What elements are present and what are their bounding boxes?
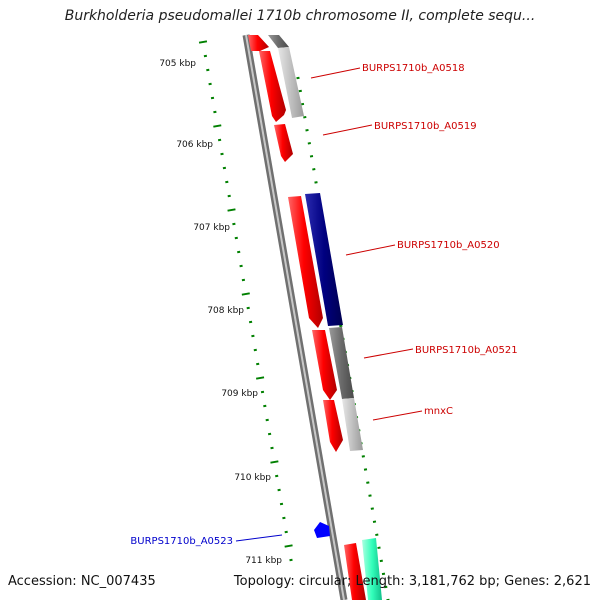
minor-tick — [289, 558, 293, 562]
major-tick — [255, 376, 265, 380]
major-tick — [213, 124, 222, 128]
minor-tick — [377, 546, 381, 550]
callout-lines — [310, 67, 423, 421]
gene-label[interactable]: BURPS1710b_A0521 — [415, 345, 518, 356]
minor-tick — [246, 306, 250, 310]
minor-tick — [275, 474, 279, 478]
minor-tick — [270, 446, 274, 450]
major-tick — [284, 544, 293, 548]
gene-label[interactable]: BURPS1710b_A0523 — [130, 536, 233, 547]
tick-label: 709 kbp — [221, 389, 258, 399]
minor-tick — [366, 481, 370, 484]
gene-arrow[interactable] — [248, 35, 269, 51]
minor-tick — [248, 320, 253, 324]
minor-tick — [314, 181, 318, 184]
minor-tick — [263, 404, 267, 408]
minor-tick — [277, 488, 281, 492]
cog-block — [362, 538, 382, 600]
gene-arrow[interactable] — [323, 400, 343, 452]
accession-text: Accession: NC_007435 — [8, 574, 156, 589]
minor-tick — [206, 68, 210, 72]
minor-tick — [208, 82, 212, 86]
major-tick — [241, 292, 250, 296]
minor-tick — [237, 250, 241, 254]
gene-arrow-minus[interactable] — [314, 522, 330, 538]
minor-tick — [384, 585, 388, 589]
gene-labels: BURPS1710b_A0518 BURPS1710b_A0519 BURPS1… — [130, 63, 517, 547]
gene-arrow[interactable] — [259, 51, 286, 122]
minor-tick — [220, 152, 224, 156]
minor-tick — [381, 572, 386, 576]
minor-tick — [225, 180, 229, 184]
minor-tick — [296, 76, 300, 80]
minor-tick — [375, 533, 379, 537]
minor-tick — [361, 455, 365, 458]
minor-tick — [256, 362, 260, 366]
minor-tick — [210, 96, 215, 100]
gene-label[interactable]: mnxC — [424, 406, 453, 417]
tick-label: 708 kbp — [207, 306, 244, 316]
minor-tick — [232, 222, 236, 226]
cog-block — [278, 47, 304, 118]
minor-tick — [222, 166, 227, 170]
minor-tick — [227, 194, 231, 198]
gene-arrow[interactable] — [344, 543, 366, 600]
minor-tick — [282, 516, 286, 520]
gene-label[interactable]: BURPS1710b_A0518 — [362, 63, 465, 74]
minor-tick — [284, 530, 288, 534]
major-tick — [198, 40, 208, 44]
minor-tick — [217, 138, 222, 142]
minor-tick — [363, 468, 368, 471]
gene-arrow[interactable] — [288, 196, 323, 328]
minor-tick — [370, 507, 374, 510]
map-title: Burkholderia pseudomallei 1710b chromoso… — [64, 8, 536, 24]
minor-tick — [298, 89, 302, 93]
genome-summary: Topology: circular; Length: 3,181,762 bp… — [233, 574, 591, 589]
gene-label[interactable]: BURPS1710b_A0519 — [374, 121, 477, 132]
minor-tick — [305, 128, 309, 132]
minor-tick — [379, 559, 383, 563]
tick-label: 710 kbp — [234, 473, 271, 483]
gene-arrow[interactable] — [274, 124, 293, 162]
minor-tick — [213, 110, 217, 114]
minor-tick — [251, 334, 255, 338]
blast-hit — [305, 193, 343, 326]
minor-tick — [234, 236, 238, 240]
cog-block — [342, 398, 363, 451]
minor-tick — [300, 102, 305, 106]
minor-tick — [265, 418, 269, 422]
tick-labels: 705 kbp 706 kbp 707 kbp 708 kbp 709 kbp … — [159, 59, 282, 566]
sequence-backbone-highlight — [245, 34, 345, 600]
minor-tick — [279, 502, 284, 506]
major-tick — [270, 460, 279, 464]
minor-tick — [339, 324, 343, 328]
major-tick — [227, 208, 236, 212]
tick-label: 711 kbp — [245, 556, 282, 566]
minor-tick — [303, 115, 307, 119]
minor-tick — [312, 168, 316, 171]
minor-tick — [309, 155, 314, 158]
callout-line-minus — [235, 534, 283, 542]
minor-tick — [260, 390, 265, 394]
minor-tick — [307, 142, 311, 145]
gene-arrow[interactable] — [312, 330, 337, 400]
minor-tick — [368, 494, 372, 497]
minor-tick — [203, 54, 208, 58]
gene-label[interactable]: BURPS1710b_A0520 — [397, 240, 500, 251]
feature-track — [248, 35, 382, 600]
cog-block — [329, 327, 354, 399]
minor-tick — [239, 264, 243, 268]
cog-block — [268, 35, 289, 48]
minor-tick — [267, 432, 272, 436]
tick-label: 705 kbp — [159, 59, 196, 69]
minor-tick — [241, 278, 246, 282]
tick-label: 706 kbp — [176, 140, 213, 150]
minor-tick — [253, 348, 257, 352]
minor-tick — [386, 598, 390, 600]
tick-label: 707 kbp — [193, 223, 230, 233]
minor-tick — [372, 520, 377, 523]
